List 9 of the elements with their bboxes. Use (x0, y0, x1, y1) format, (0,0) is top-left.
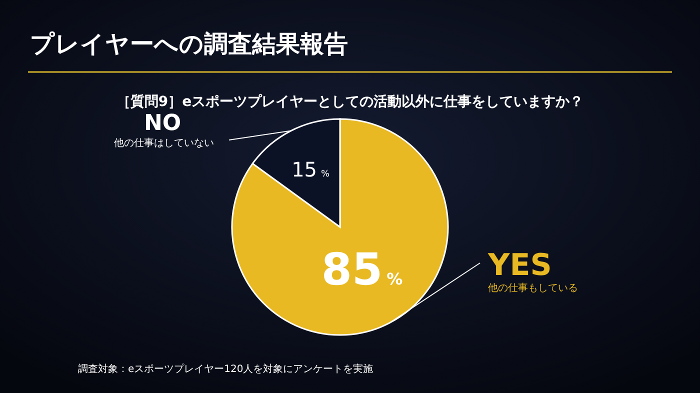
legend-label: NO (144, 111, 182, 136)
chart-subtitle: ［質問9］eスポーツプレイヤーとしての活動以外に仕事をしていますか？ (116, 93, 584, 110)
data-label: 85% (321, 244, 403, 296)
data-label: 15% (292, 157, 330, 182)
chart-title: プレイヤーへの調査結果報告 (30, 30, 348, 58)
text: 他の仕事はしていない (114, 137, 214, 149)
text: 調査対象：eスポーツプレイヤー120人を対象にアンケートを実施 (78, 363, 374, 375)
text: 他の仕事もしている (488, 282, 578, 294)
slice-label: YES (487, 248, 552, 283)
